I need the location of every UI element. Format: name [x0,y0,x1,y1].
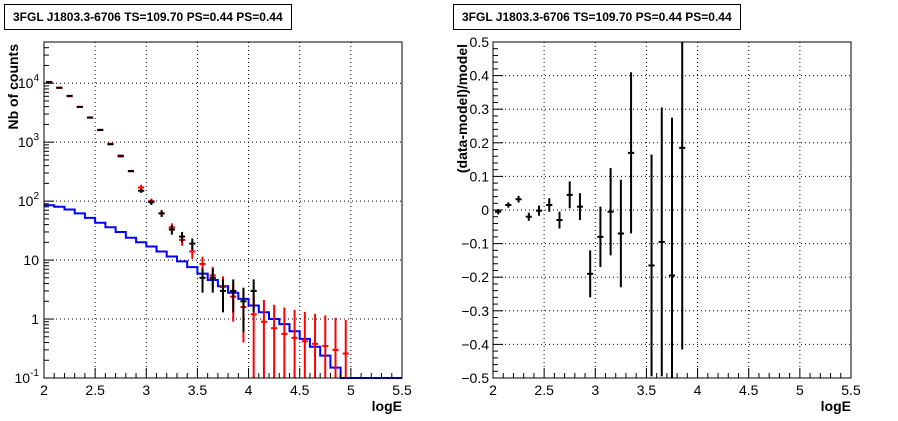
residual-data-point [668,117,676,378]
residual-y-tick-label: −0.4 [461,336,489,352]
counts-x-tick-label: 3.5 [188,382,208,398]
residual-data-point [587,250,594,298]
left-panel-title: 3FGL J1803.3-6706 TS=109.70 PS=0.44 PS=0… [4,4,292,30]
counts-model-histogram [44,204,402,379]
residual-y-tick-label: −0.2 [461,269,489,285]
counts-x-tick-label: 4.5 [290,382,310,398]
residual-data-point [525,212,532,221]
counts-data-point [271,304,278,378]
residual-data-point [607,168,614,256]
counts-data-point [301,311,308,378]
counts-data-point [240,287,247,333]
counts-data-point [138,188,145,193]
residual-data-point [576,193,584,221]
counts-x-tick-label: 3 [142,382,150,398]
residual-y-tick-label: −0.5 [461,370,489,386]
residual-x-tick-label: 2 [489,382,497,398]
counts-data-point [209,268,216,293]
residual-x-tick-label: 5.5 [841,382,861,398]
residual-y-tick-label: 0.1 [470,168,490,184]
counts-x-tick-label: 4 [245,382,253,398]
counts-data-point [281,307,288,378]
right-panel-title: 3FGL J1803.3-6706 TS=109.70 PS=0.44 PS=0… [453,4,741,30]
counts-data-point [189,238,196,251]
counts-data-point [260,300,267,378]
counts-data-point [158,210,165,217]
counts-data-point [342,320,349,378]
residual-x-tick-label: 3.5 [637,382,657,398]
residual-x-tick-label: 4.5 [739,382,759,398]
counts-y-tick-label: 103 [18,132,40,150]
residual-series-0 [495,42,686,378]
residual-y-tick-label: 0.5 [470,34,490,50]
residual-y-tick-label: 0.4 [470,68,490,84]
counts-data-point [148,199,155,205]
counts-data-point [322,315,329,378]
counts-data-point [332,317,339,378]
counts-y-tick-label: 1 [31,311,39,327]
residual-y-tick-label: 0.3 [470,101,490,117]
counts-data-point [250,279,257,313]
counts-x-tick-label: 5 [347,382,355,398]
counts-y-axis-label: Nb of counts [5,44,21,130]
counts-series-0 [44,204,402,379]
residual-y-tick-label: 0 [481,202,489,218]
counts-x-tick-label: 2 [40,382,48,398]
counts-y-tick-label: 10 [23,252,39,268]
residual-x-tick-label: 2.5 [534,382,554,398]
counts-data-point [179,231,186,243]
counts-frame [43,41,403,379]
counts-y-tick-label: 102 [18,191,40,209]
residual-y-axis-label: (data-model)/model [454,44,470,173]
counts-data-point [230,279,237,313]
residual-x-tick-label: 5 [796,382,804,398]
residual-data-point [546,198,553,212]
residual-y-tick-label: −0.1 [461,236,489,252]
counts-data-point [311,313,319,378]
residual-data-point [679,42,686,350]
residual-data-point [535,205,543,216]
residual-data-point [617,179,624,288]
counts-data-point [291,309,298,378]
residual-y-tick-label: −0.3 [461,303,489,319]
counts-series-2 [46,81,257,333]
residual-data-point [658,107,665,377]
residual-data-point [515,195,522,203]
residual-data-point [566,181,573,209]
residual-x-tick-label: 3 [591,382,599,398]
counts-y-tick-label: 10-1 [15,368,40,386]
counts-x-axis-label: logE [372,398,402,414]
residual-data-point [648,154,655,377]
residual-data-point [597,206,604,268]
counts-data-point [219,279,227,313]
counts-x-tick-label: 2.5 [85,382,105,398]
counts-y-tick-label: 104 [18,73,40,91]
counts-x-tick-label: 5.5 [392,382,412,398]
residual-data-point [628,72,635,234]
counts-data-point [168,225,175,235]
residual-x-axis-label: logE [821,398,851,414]
residual-x-tick-label: 4 [694,382,702,398]
residual-data-point [505,202,512,208]
residual-y-tick-label: 0.2 [470,135,490,151]
counts-data-point [199,268,206,293]
residual-data-point [556,211,563,229]
